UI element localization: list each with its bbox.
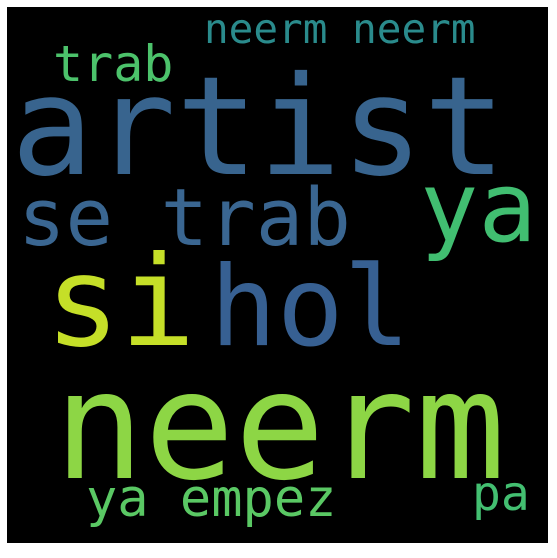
word-si: si: [45, 230, 196, 375]
word-neerm: neerm: [54, 340, 506, 514]
word-se-trab: se trab: [18, 172, 351, 264]
word-artist: artist: [11, 48, 506, 207]
word-neerm-neerm: neerm neerm: [204, 7, 476, 53]
word-trab: trab: [53, 35, 174, 93]
word-cloud-canvas: neerm neerm trab artist se trab ya si ho…: [7, 7, 548, 543]
word-ya-empez: ya empez: [86, 469, 337, 529]
word-pa: pa: [472, 466, 530, 522]
word-hol: hol: [210, 243, 411, 372]
word-ya: ya: [420, 151, 537, 264]
